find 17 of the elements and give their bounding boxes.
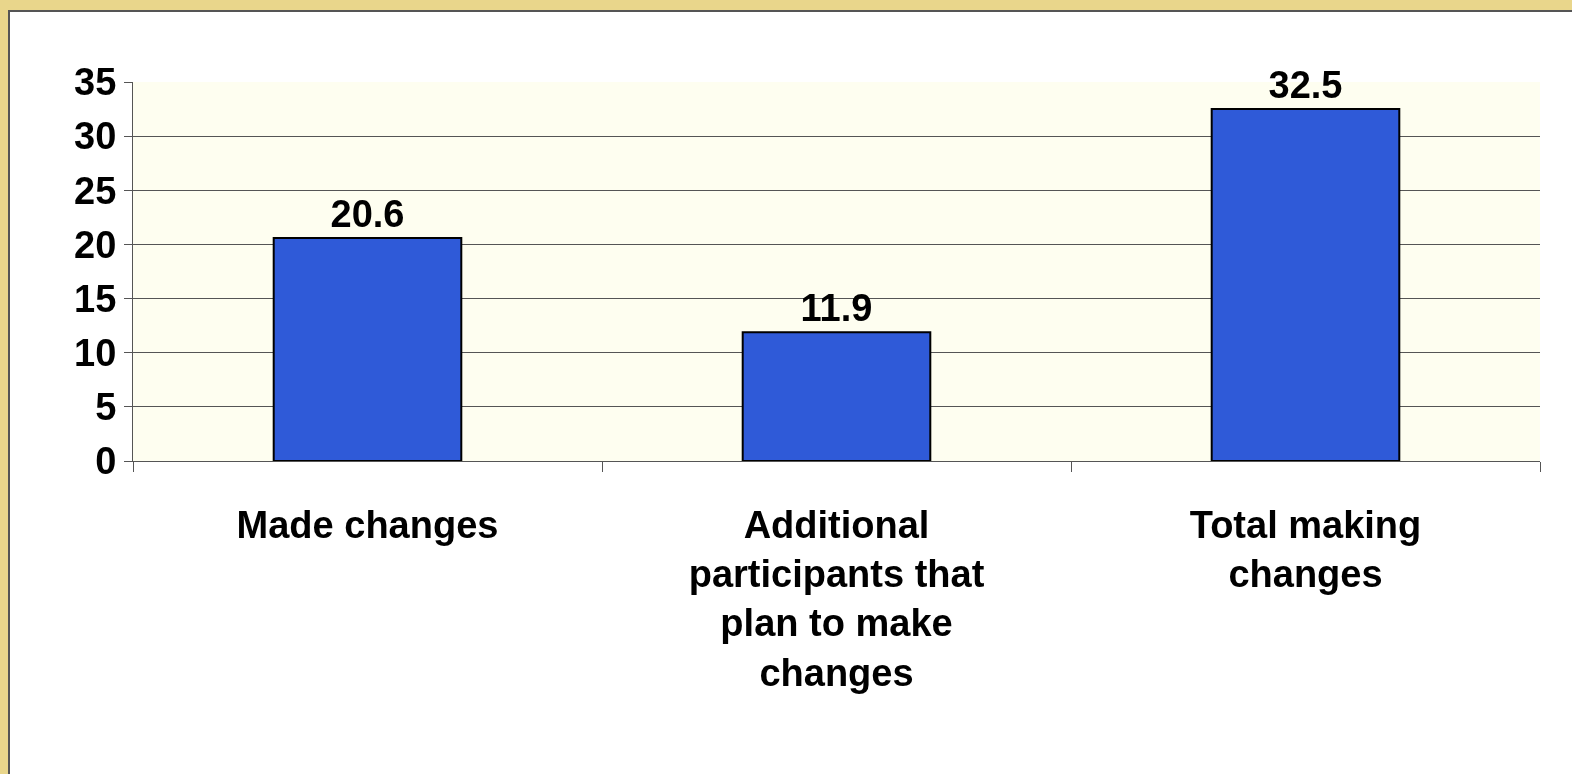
y-tick-label: 10: [74, 332, 117, 375]
x-tick-label: Made changes: [236, 503, 499, 546]
x-tick-label: Additional participants that plan to make changes: [688, 503, 985, 694]
x-tick-label: Total making changes: [1189, 503, 1422, 595]
data-label: 32.5: [1268, 64, 1343, 107]
y-tick-label: 0: [95, 440, 117, 483]
bar: [741, 331, 932, 461]
y-tick-label: 35: [74, 61, 117, 104]
bar: [272, 236, 463, 461]
y-tick-label: 30: [74, 115, 117, 158]
y-tick-label: 5: [95, 386, 117, 429]
y-tick-label: 20: [74, 223, 117, 266]
y-tick-label: 25: [74, 169, 117, 212]
y-tick-label: 15: [74, 277, 117, 320]
data-label: 20.6: [330, 192, 405, 235]
data-label: 11.9: [800, 287, 873, 330]
bar: [1210, 108, 1401, 461]
